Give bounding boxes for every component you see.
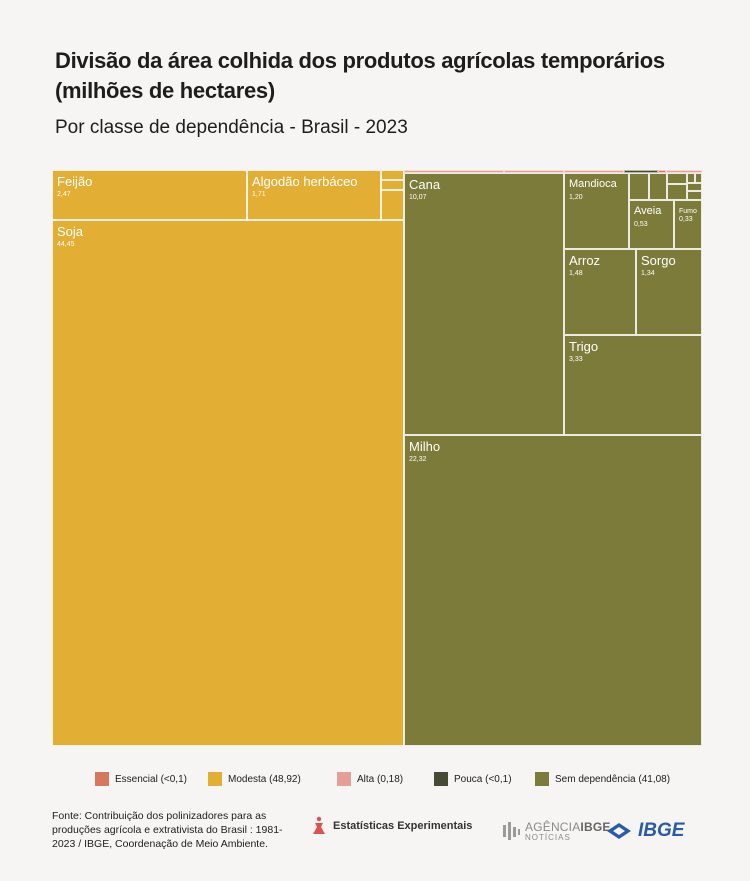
treemap-cell [695,173,702,183]
legend-item-alta: Alta (0,18) [337,772,403,786]
treemap-cell-label: Feijão [57,174,93,189]
chart-subtitle: Por classe de dependência - Brasil - 202… [55,117,408,138]
treemap-cell-value: 22,32 [409,456,427,463]
treemap-cell-fumo: Fumo 0,33 [674,200,702,249]
treemap-cell-sorgo: Sorgo 1,34 [636,249,702,335]
treemap-cell-arroz: Arroz 1,48 [564,249,636,335]
treemap-cell [404,170,504,173]
treemap-cell-value: 2,47 [57,191,71,198]
treemap-cell [381,170,404,180]
legend-label-essencial: Essencial (<0,1) [115,773,187,785]
treemap-chart: Feijão 2,47 Algodão herbáceo 1,71 Soja 44,45 C… [52,170,702,746]
treemap-cell [667,184,687,200]
treemap-cell-value: 1,34 [641,270,655,277]
treemap-cell [666,170,702,173]
treemap-cell [381,190,404,220]
agencia-ibge-label: IBGE [580,819,611,834]
agencia-ibge-icon [503,822,520,840]
legend-swatch-modesta [208,772,222,786]
treemap-cell-value: 1,71 [252,191,266,198]
legend-swatch-sem-dependencia [535,772,549,786]
treemap-cell-value: 1,20 [569,194,583,201]
treemap-cell [687,191,702,200]
treemap-cell-label: Arroz [569,253,601,268]
treemap-cell-label: Sorgo [641,253,676,268]
treemap-cell [564,170,624,173]
treemap-cell [687,183,702,191]
treemap-cell-value: 0,53 [634,221,648,228]
treemap-cell [381,180,404,190]
treemap-cell-value: 10,07 [409,194,427,201]
treemap-cell [649,173,667,200]
experimental-stats-logo: Estatísticas Experimentais [310,816,472,836]
treemap-cell [687,173,695,183]
legend-swatch-pouca [434,772,448,786]
treemap-cell-label: Mandioca [569,178,617,190]
treemap-cell-cana: Cana 10,07 [404,173,564,435]
treemap-cell-milho: Milho 22,32 [404,435,702,746]
treemap-cell-algodão-herbáceo: Algodão herbáceo 1,71 [247,170,381,220]
treemap-cell-label: Aveia [634,205,662,217]
treemap-cell [667,173,687,184]
legend-label-modesta: Modesta (48,92) [228,773,301,785]
ibge-wordmark: IBGE [638,820,685,841]
treemap-cell [629,173,649,200]
treemap-cell [658,170,666,173]
ibge-logo: IBGE [606,820,684,842]
ibge-icon [607,823,631,839]
treemap-cell-mandioca: Mandioca 1,20 [564,173,629,249]
legend-label-sem-dependencia: Sem dependência (41,08) [555,773,671,785]
treemap-cell-feijão: Feijão 2,47 [52,170,247,220]
agencia-label: AGÊNCIA [525,819,581,834]
legend-item-modesta: Modesta (48,92) [208,772,301,786]
source-note: Fonte: Contribuição dos polinizadores pa… [52,810,283,850]
treemap-cell [504,170,564,173]
treemap-cell [624,170,658,173]
legend-label-alta: Alta (0,18) [357,773,404,785]
treemap-cell-value: 1,48 [569,270,583,277]
treemap-cell-trigo: Trigo 3,33 [564,335,702,435]
legend-item-sem-dependencia: Sem dependência (41,08) [535,772,670,786]
treemap-cell-label: Fumo [679,208,697,215]
chart-title: Divisão da área colhida dos produtos agr… [55,48,665,103]
flask-icon [313,816,325,834]
agencia-ibge-logo: AGÊNCIAIBGE NOTÍCIAS [500,820,611,842]
treemap-cell-value: 0,33 [679,216,693,223]
legend-swatch-alta [337,772,351,786]
experimental-stats-label: Estatísticas Experimentais [333,820,473,832]
treemap-cell-label: Cana [409,177,441,192]
treemap-cell-label: Trigo [569,339,599,354]
treemap-cell-label: Soja [57,224,84,239]
treemap-cell-value: 3,33 [569,356,583,363]
treemap-cell-value: 44,45 [57,241,75,248]
legend-label-pouca: Pouca (<0,1) [454,773,512,785]
treemap-cell-label: Algodão herbáceo [252,174,358,189]
treemap-cell-aveia: Aveia 0,53 [629,200,674,249]
treemap-cell-label: Milho [409,439,441,454]
legend-item-pouca: Pouca (<0,1) [434,772,512,786]
legend-swatch-essencial [95,772,109,786]
legend-item-essencial: Essencial (<0,1) [95,772,187,786]
noticias-label: NOTÍCIAS [525,832,571,842]
treemap-cell-soja: Soja 44,45 [52,220,404,746]
